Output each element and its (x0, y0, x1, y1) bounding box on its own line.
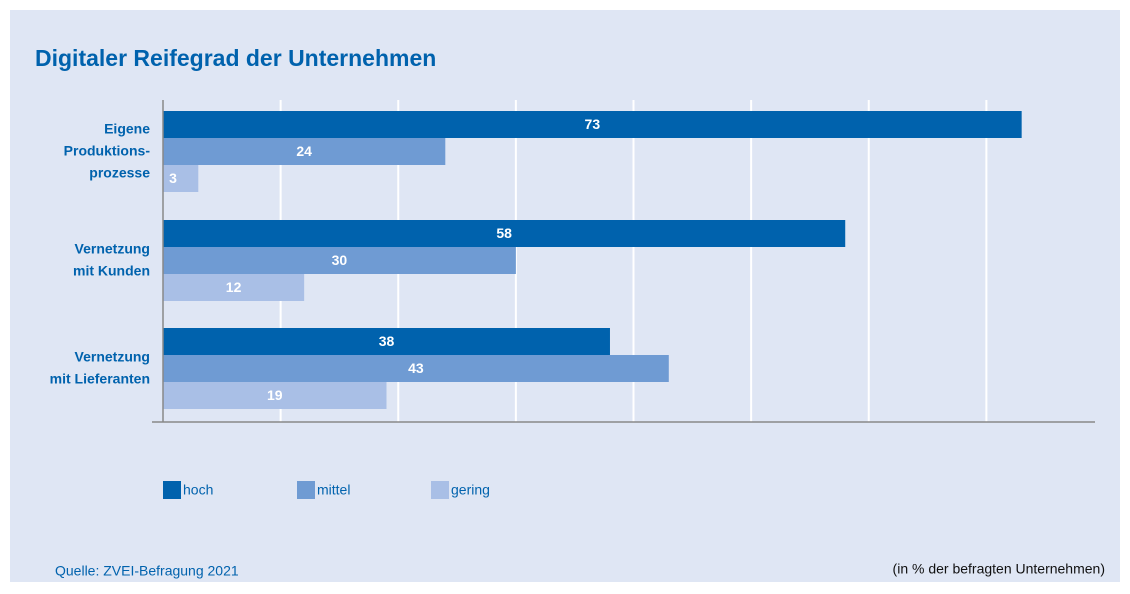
legend-swatch (431, 481, 449, 499)
bar (163, 247, 516, 274)
value-label: 73 (585, 116, 601, 132)
note: (in % der befragten Unternehmen) (893, 561, 1105, 577)
bar (163, 328, 610, 355)
chart-title: Digitaler Reifegrad der Unternehmen (35, 45, 436, 71)
value-label: 58 (496, 225, 512, 241)
value-label: 19 (267, 387, 283, 403)
value-label: 24 (296, 143, 312, 159)
bar (163, 355, 669, 382)
bar (163, 274, 305, 301)
legend-label: mittel (317, 482, 350, 498)
category-label: Vernetzung mit Lieferanten (50, 348, 150, 386)
bar (163, 138, 446, 165)
source: Quelle: ZVEI-Befragung 2021 (55, 563, 239, 579)
legend-label: hoch (183, 482, 213, 498)
legend-swatch (297, 481, 315, 499)
bar (163, 165, 199, 192)
legend-label: gering (451, 482, 490, 498)
category-label: Eigene Produktions-prozesse (64, 120, 151, 180)
bar (163, 220, 846, 247)
category-label: Vernetzung mit Kunden (73, 240, 150, 278)
legend-swatch (163, 481, 181, 499)
bar (163, 111, 1022, 138)
value-label: 43 (408, 360, 424, 376)
bar (163, 382, 387, 409)
value-label: 30 (332, 252, 348, 268)
value-label: 38 (379, 333, 395, 349)
value-label: 12 (226, 279, 242, 295)
value-label: 3 (169, 170, 177, 186)
